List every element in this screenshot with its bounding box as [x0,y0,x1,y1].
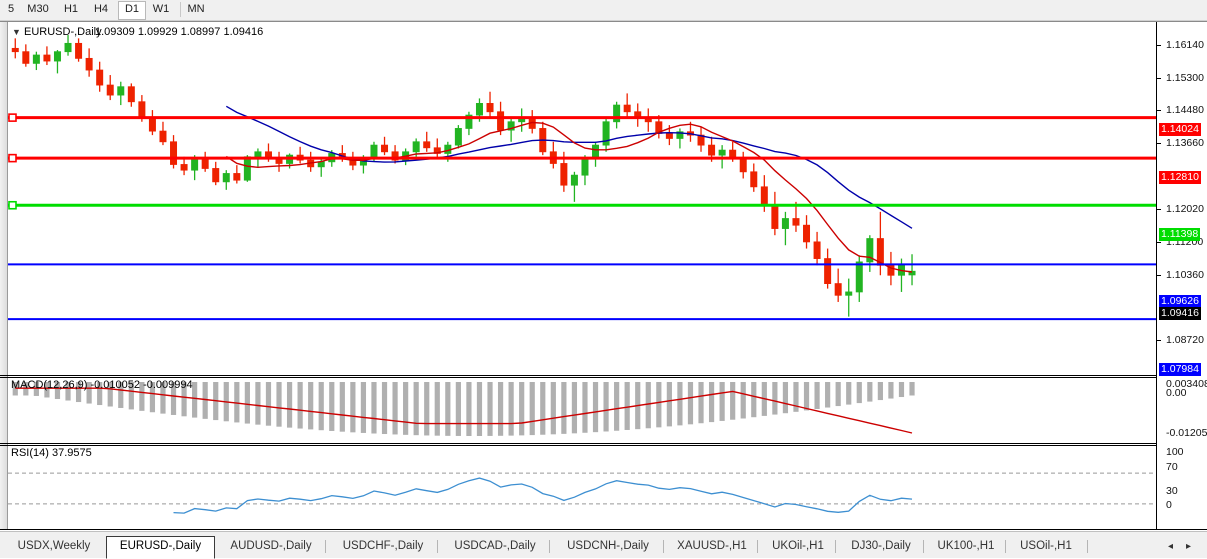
toolbar-divider [180,2,181,17]
symbol-tab-usoil-h1[interactable]: USOil-,H1 [1020,540,1072,552]
price-tick-label: 1.15300 [1166,72,1204,84]
moving-average-fast-line [225,121,913,273]
macd-rsi-separator [0,443,1207,444]
chart-plot-area[interactable] [8,22,1156,530]
timeframe-button-m30[interactable]: M30 [27,3,49,15]
price-marker-label: 1.09626 [1159,295,1201,308]
symbol-tab-eurusd-daily[interactable]: EURUSD-,Daily [106,536,215,559]
symbol-tab-usdchf-daily[interactable]: USDCHF-,Daily [342,540,424,552]
indicator-tick-label: 100 [1166,446,1184,458]
chart-frame: 1.16140 1.15300 1.14480 1.13660 1.12020 1.112… [0,21,1207,530]
symbol-tab-usdcad-daily[interactable]: USDCAD-,Daily [454,540,536,552]
price-tick-mark [1157,340,1161,341]
symbol-tab-audusd-daily[interactable]: AUDUSD-,Daily [230,540,312,552]
price-tick-mark [1157,45,1161,46]
macd-rsi-separator-2 [0,445,1207,446]
price-tick-mark [1157,209,1161,210]
tab-scroll-right-icon[interactable]: ▸ [1186,541,1192,552]
timeframe-button-mn[interactable]: MN [187,3,205,15]
price-tick-mark [1157,143,1161,144]
symbol-tab-uk100-h1[interactable]: UK100-,H1 [937,540,995,552]
indicator-tick-label: 30 [1166,485,1178,497]
tab-divider [1005,540,1006,553]
price-tick-label: 1.12020 [1166,203,1204,215]
price-marker-label: 1.07984 [1159,363,1201,376]
chart-symbol-label: EURUSD-,Daily [24,26,102,38]
chevron-down-icon[interactable]: ▼ [12,27,21,37]
price-macd-separator-2 [0,377,1207,378]
price-tick-mark [1157,242,1161,243]
tab-divider [325,540,326,553]
price-marker-label: 1.09416 [1159,307,1201,320]
chart-ohlc-values: 1.09309 1.09929 1.08997 1.09416 [95,26,264,38]
symbol-tab-bar: ◂ ▸ USDX,Weekly EURUSD-,Daily AUDUSD-,Dail… [0,531,1207,559]
price-tick-mark [1157,78,1161,79]
price-marker-label: 1.12810 [1159,171,1201,184]
tab-divider [835,540,836,553]
price-axis[interactable]: 1.16140 1.15300 1.14480 1.13660 1.12020 1.112… [1156,22,1207,530]
symbol-tab-usdx-weekly[interactable]: USDX,Weekly [17,540,91,552]
chart-canvas [8,35,1156,514]
symbol-tab-usdcnh-daily[interactable]: USDCNH-,Daily [567,540,649,552]
timeframe-toolbar: 5 M30 H1 H4 D1 W1 MN [0,0,1207,21]
symbol-tab-xauusd-h1[interactable]: XAUUSD-,H1 [677,540,747,552]
tab-divider [923,540,924,553]
price-tick-label: 1.16140 [1166,39,1204,51]
indicator-tick-label: 0.00 [1166,387,1187,399]
tab-divider [437,540,438,553]
price-tick-mark [1157,110,1161,111]
tab-divider [757,540,758,553]
tab-divider [663,540,664,553]
macd-indicator-label: MACD(12,26,9) -0.010052 -0.009994 [11,379,193,391]
indicator-tick-label: 0.003408 [1166,378,1207,390]
price-marker-label: 1.11398 [1159,228,1201,241]
chart-left-rail [0,22,8,530]
tab-scroll-left-icon[interactable]: ◂ [1168,541,1174,552]
timeframe-button-d1[interactable]: D1 [118,1,146,20]
price-tick-mark [1157,275,1161,276]
indicator-tick-label: 70 [1166,461,1178,473]
tab-divider [1087,540,1088,553]
price-macd-separator [0,375,1207,376]
price-tick-label: 1.14480 [1166,104,1204,116]
price-tick-label: 1.13660 [1166,137,1204,149]
symbol-tab-ukoil-h1[interactable]: UKOil-,H1 [772,540,824,552]
timeframe-button-h4[interactable]: H4 [93,3,109,15]
symbol-tab-dj30-daily[interactable]: DJ30-,Daily [851,540,911,552]
price-tick-label: 1.10360 [1166,269,1204,281]
timeframe-button-5[interactable]: 5 [7,3,15,15]
tab-divider [549,540,550,553]
timeframe-button-w1[interactable]: W1 [152,3,170,15]
horizontal-level-lines [8,113,1156,321]
indicator-tick-label: 0 [1166,499,1172,511]
price-marker-label: 1.14024 [1159,123,1201,136]
rsi-indicator-series [8,472,1156,514]
timeframe-button-h1[interactable]: H1 [63,3,79,15]
price-tick-label: 1.08720 [1166,334,1204,346]
macd-indicator-series [12,382,915,436]
rsi-indicator-label: RSI(14) 37.9575 [11,447,92,459]
indicator-tick-label: -0.01205 [1166,427,1207,439]
moving-average-slow-line [225,105,913,229]
